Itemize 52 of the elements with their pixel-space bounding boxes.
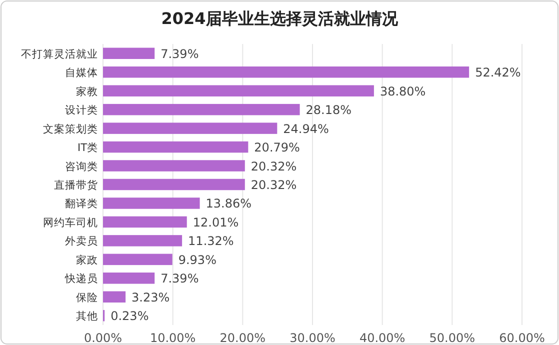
bar	[103, 104, 300, 116]
data-label: 20.79%	[254, 140, 300, 155]
bar	[103, 85, 374, 96]
y-tick-label: 自媒体	[65, 67, 98, 80]
chart-title: 2024届毕业生选择灵活就业情况	[161, 9, 399, 28]
y-tick-label: 直播带货	[54, 178, 98, 192]
data-label: 20.32%	[250, 178, 297, 192]
x-tick-label: 50.00%	[429, 331, 476, 345]
y-tick-label: 咨询类	[65, 160, 98, 173]
y-tick-label: 网约车司机	[43, 216, 98, 229]
x-tick-label: 10.00%	[150, 331, 196, 345]
y-tick-label: 家政	[76, 253, 98, 266]
bar	[103, 254, 172, 266]
bar	[103, 178, 245, 190]
y-tick-label: IT类	[77, 141, 98, 154]
data-label: 12.01%	[192, 215, 239, 230]
y-tick-label: 外卖员	[65, 234, 98, 248]
y-tick-label: 文案策划类	[43, 122, 98, 136]
data-label: 52.42%	[475, 66, 521, 80]
data-label: 20.32%	[250, 159, 297, 174]
y-tick-label: 快递员	[64, 272, 98, 286]
data-label: 28.18%	[306, 103, 352, 118]
bar	[103, 66, 470, 78]
x-tick-label: 0.00%	[84, 331, 122, 345]
data-label: 38.80%	[380, 84, 426, 98]
data-label: 7.39%	[160, 46, 199, 61]
y-tick-label: 翻译类	[65, 197, 98, 210]
x-tick-label: 60.00%	[499, 331, 545, 345]
data-label: 24.94%	[283, 122, 329, 136]
bar	[103, 48, 155, 59]
bar	[103, 141, 248, 153]
bar	[103, 160, 245, 172]
data-label: 13.86%	[206, 196, 252, 211]
bar	[103, 291, 126, 303]
y-tick-label: 保险	[76, 292, 98, 304]
bar	[103, 272, 155, 284]
y-tick-label: 其他	[76, 310, 98, 323]
x-tick-label: 40.00%	[359, 331, 406, 345]
y-tick-label: 设计类	[65, 104, 98, 117]
y-tick-label: 家教	[76, 84, 98, 98]
data-label: 7.39%	[160, 272, 199, 286]
data-label: 0.23%	[110, 309, 149, 324]
data-label: 3.23%	[132, 290, 170, 304]
bar	[103, 235, 182, 246]
data-label: 9.93%	[178, 252, 216, 267]
bar	[103, 198, 200, 209]
x-tick-label: 20.00%	[220, 331, 266, 345]
bar	[103, 122, 278, 134]
y-tick-label: 不打算灵活就业	[21, 47, 98, 60]
x-tick-label: 30.00%	[290, 331, 336, 345]
data-label: 11.32%	[188, 234, 234, 248]
bar	[103, 216, 187, 228]
